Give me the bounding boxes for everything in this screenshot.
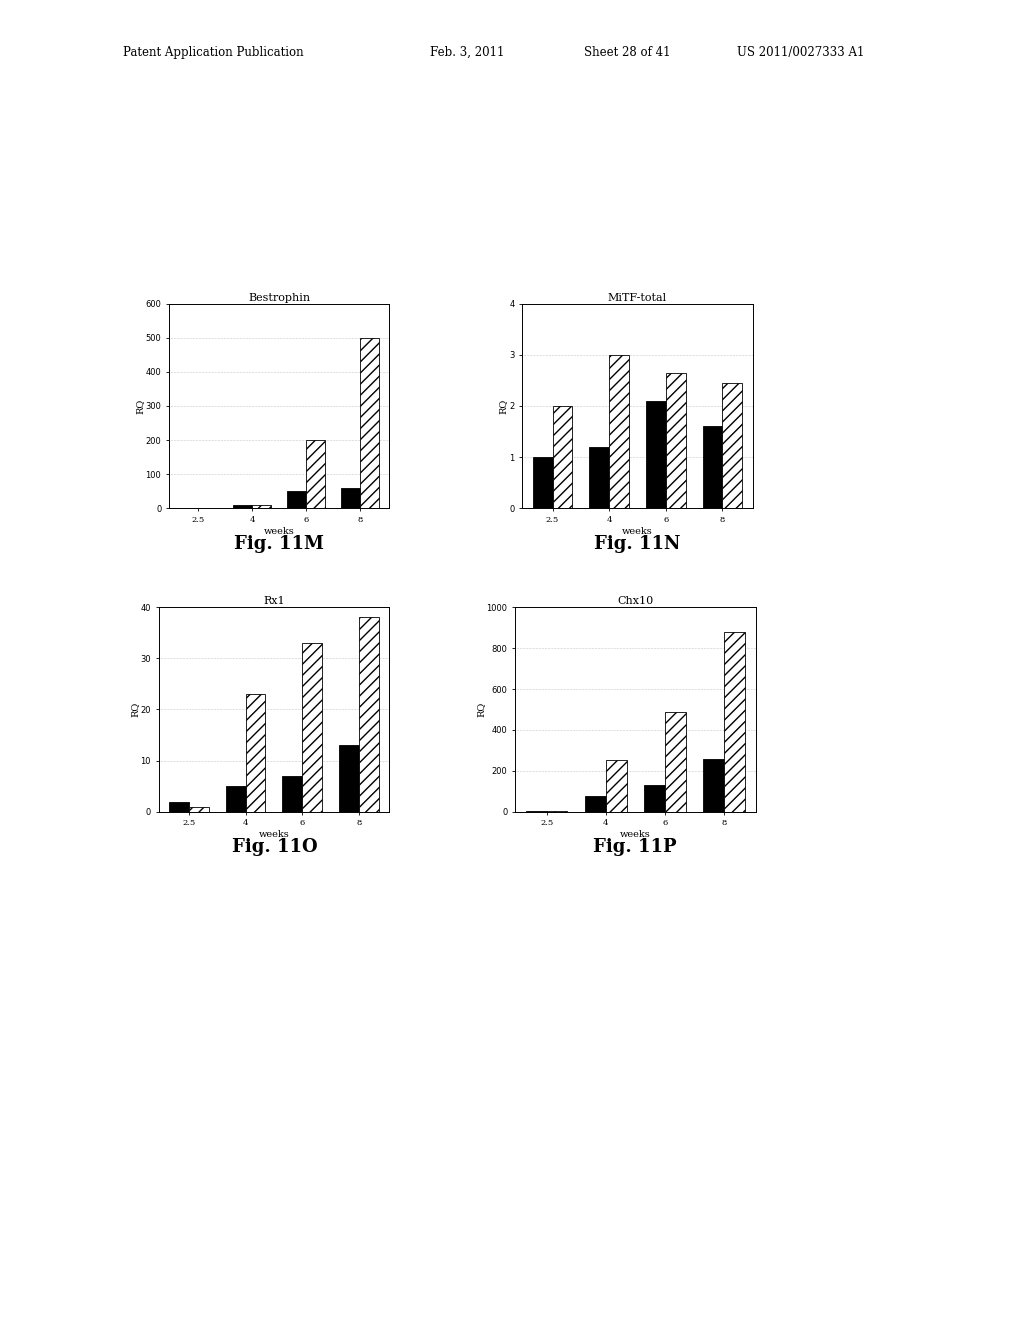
Y-axis label: RQ: RQ: [130, 702, 139, 717]
Bar: [532, 457, 553, 508]
Title: Bestrophin: Bestrophin: [248, 293, 310, 302]
X-axis label: weeks: weeks: [620, 830, 651, 840]
Text: Fig. 11N: Fig. 11N: [594, 535, 680, 553]
Bar: [703, 759, 724, 812]
Bar: [302, 643, 322, 812]
Text: Fig. 11P: Fig. 11P: [593, 838, 677, 857]
Bar: [644, 785, 665, 812]
Bar: [666, 372, 685, 508]
Bar: [590, 446, 609, 508]
Title: MiTF-total: MiTF-total: [608, 293, 667, 302]
Text: Fig. 11M: Fig. 11M: [233, 535, 324, 553]
Bar: [722, 383, 742, 508]
Bar: [646, 401, 666, 508]
Text: Fig. 11O: Fig. 11O: [231, 838, 317, 857]
X-axis label: weeks: weeks: [622, 527, 653, 536]
Bar: [252, 504, 271, 508]
X-axis label: weeks: weeks: [258, 830, 290, 840]
Bar: [665, 711, 686, 812]
Bar: [233, 506, 252, 508]
Bar: [702, 426, 722, 508]
Bar: [606, 759, 627, 812]
Text: Patent Application Publication: Patent Application Publication: [123, 46, 303, 59]
Bar: [169, 801, 189, 812]
Title: Chx10: Chx10: [617, 597, 653, 606]
Text: US 2011/0027333 A1: US 2011/0027333 A1: [737, 46, 864, 59]
X-axis label: weeks: weeks: [263, 527, 295, 536]
Text: Sheet 28 of 41: Sheet 28 of 41: [584, 46, 670, 59]
Bar: [360, 338, 379, 508]
Bar: [226, 787, 246, 812]
Bar: [283, 776, 302, 812]
Text: Feb. 3, 2011: Feb. 3, 2011: [430, 46, 505, 59]
Title: Rx1: Rx1: [263, 597, 285, 606]
Bar: [553, 407, 572, 508]
Y-axis label: RQ: RQ: [499, 399, 508, 413]
Bar: [306, 440, 325, 508]
Bar: [585, 796, 606, 812]
Bar: [609, 355, 629, 508]
Bar: [724, 632, 744, 812]
Y-axis label: RQ: RQ: [135, 399, 144, 413]
Y-axis label: RQ: RQ: [476, 702, 485, 717]
Bar: [246, 694, 265, 812]
Bar: [339, 746, 358, 812]
Bar: [287, 491, 306, 508]
Bar: [341, 488, 360, 508]
Bar: [189, 807, 209, 812]
Bar: [358, 618, 379, 812]
